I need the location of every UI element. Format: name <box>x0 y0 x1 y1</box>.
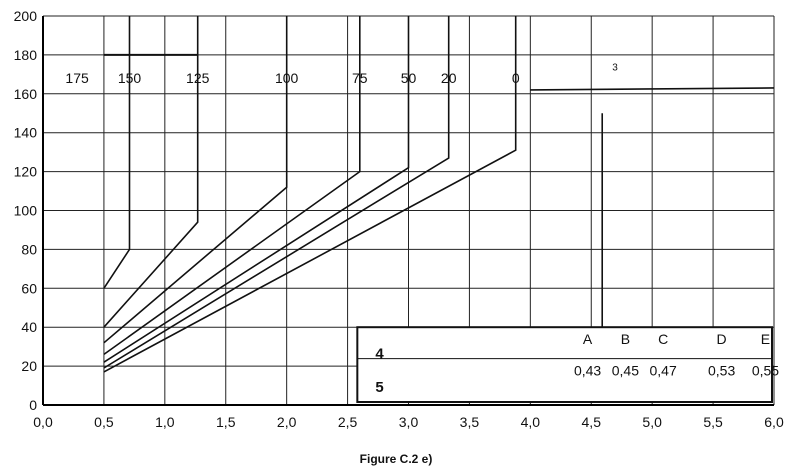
series-line-125 <box>103 16 199 328</box>
x-tick-label: 3,5 <box>460 414 480 430</box>
table-value: 0,55 <box>752 363 779 379</box>
y-tick-label: 60 <box>21 280 37 296</box>
axes <box>42 16 774 406</box>
y-tick-label: 160 <box>14 86 38 102</box>
y-tick-label: 40 <box>21 319 37 335</box>
x-tick-label: 0,0 <box>33 414 53 430</box>
table-column-header: B <box>621 331 630 347</box>
series-line-100 <box>103 16 288 344</box>
y-tick-label: 120 <box>14 164 38 180</box>
table-column-header: A <box>583 331 593 347</box>
x-tick-label: 5,0 <box>642 414 662 430</box>
curve-labels: 175 150 125 100 75 50 20 0 3 <box>65 63 618 87</box>
table-row-label: 5 <box>375 379 383 396</box>
table-column-header: D <box>717 331 727 347</box>
tick-labels: 0,0 0,5 1,0 1,5 2,0 2,5 3,0 3,5 4,0 4,5 5,0 5,5 6,0 0… <box>14 8 784 430</box>
y-tick-label: 200 <box>14 8 38 24</box>
series-group <box>103 16 517 373</box>
series-line-0 <box>103 16 517 373</box>
y-tick-label: 0 <box>29 397 37 413</box>
curve-label-0: 0 <box>512 70 520 86</box>
y-tick-label: 100 <box>14 203 38 219</box>
x-tick-label: 1,5 <box>216 414 236 430</box>
curve-label-50: 50 <box>401 70 417 86</box>
curve-label-75: 75 <box>352 70 368 86</box>
curve-label-125: 125 <box>186 70 210 86</box>
y-tick-label: 80 <box>21 241 37 257</box>
table-value: 0,45 <box>612 363 639 379</box>
reference-line-upper <box>530 87 775 91</box>
x-tick-label: 6,0 <box>764 414 784 430</box>
figure-caption: Figure C.2 e) <box>360 452 433 466</box>
curve-label-20: 20 <box>441 70 457 86</box>
table-value: 0,53 <box>708 363 735 379</box>
x-tick-label: 4,0 <box>521 414 541 430</box>
extra-lines <box>103 53 775 328</box>
legend-table-frame <box>356 326 773 404</box>
x-tick-label: 1,0 <box>155 414 175 430</box>
table-value: 0,43 <box>574 363 601 379</box>
x-tick-label: 2,0 <box>277 414 297 430</box>
legend-table: 4 5 A 0,43 B 0,45 C 0,47 D 0,53 E 0,55 <box>356 326 779 404</box>
table-value: 0,47 <box>650 363 677 379</box>
y-tick-label: 140 <box>14 125 38 141</box>
y-tick-label: 20 <box>21 358 37 374</box>
series-line-150 <box>103 16 131 289</box>
y-tick-label: 180 <box>14 47 38 63</box>
annotation-label: 3 <box>612 63 618 74</box>
table-column-header: E <box>761 331 770 347</box>
x-tick-label: 2,5 <box>338 414 358 430</box>
table-column-header: C <box>658 331 668 347</box>
x-tick-label: 0,5 <box>94 414 114 430</box>
curve-label-100: 100 <box>275 70 299 86</box>
series-line-75 <box>103 16 361 356</box>
x-tick-label: 3,0 <box>399 414 419 430</box>
x-tick-label: 4,5 <box>582 414 602 430</box>
series-line-20 <box>103 16 450 369</box>
series-line-50 <box>103 16 410 363</box>
curve-label-150: 150 <box>118 70 142 86</box>
x-tick-label: 5,5 <box>703 414 723 430</box>
table-row-label: 4 <box>375 346 384 363</box>
curve-label-175: 175 <box>65 70 89 86</box>
